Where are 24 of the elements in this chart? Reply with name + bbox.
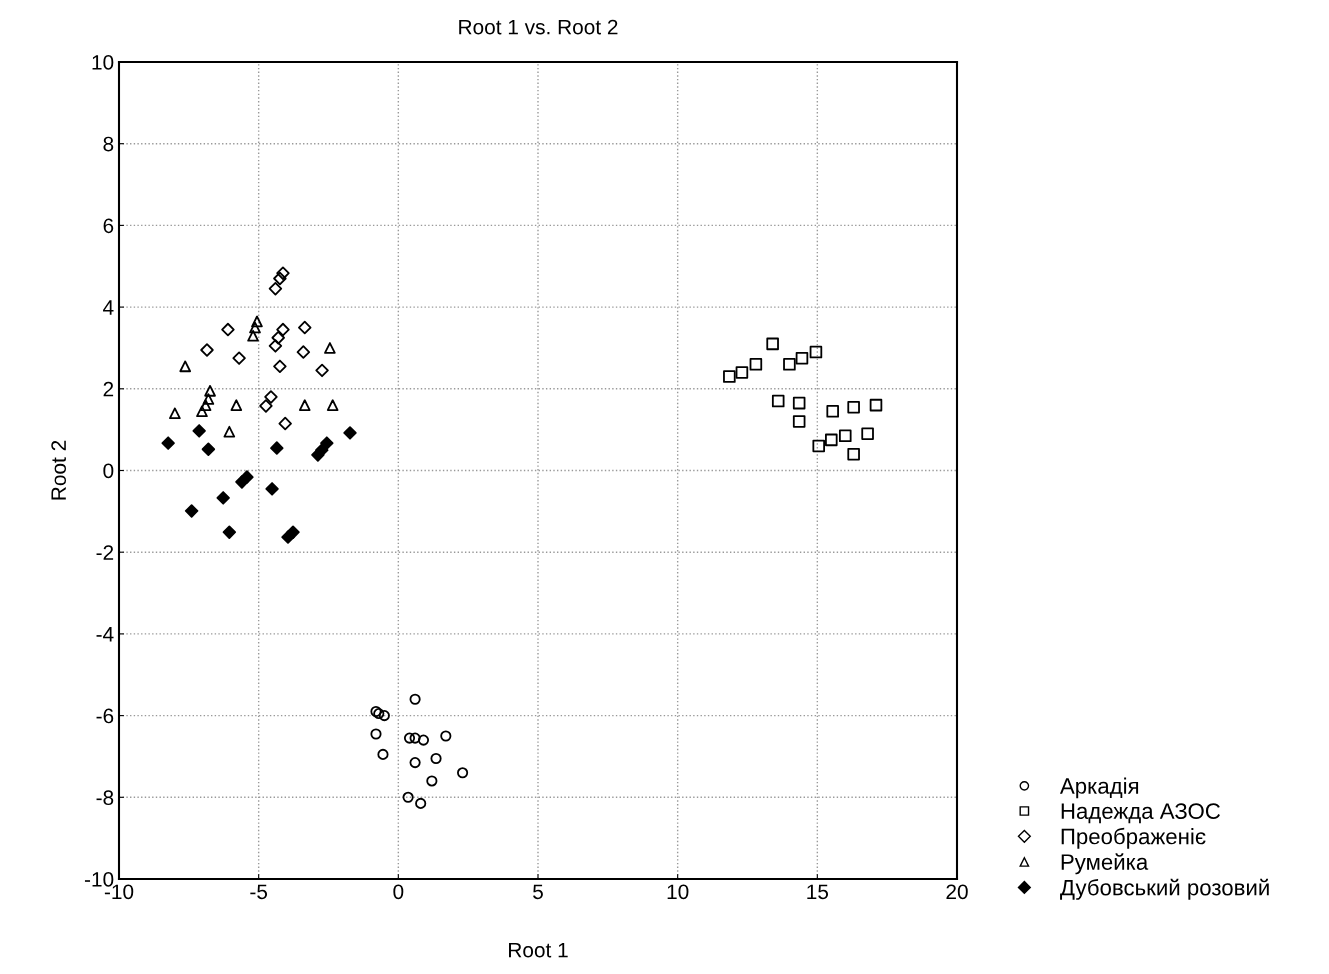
x-tick-label: 0 [393,884,404,900]
chart-title: Root 1 vs. Root 2 [459,19,618,35]
x-tick-label: 10 [667,884,689,900]
x-tick-label: -5 [250,884,268,900]
y-tick-label: 0 [103,463,114,479]
legend-label: Аркадія [1059,777,1139,799]
x-axis-title: Root 1 [509,942,568,958]
x-tick-label: 15 [807,884,829,900]
y-tick-label: -6 [96,708,114,724]
legend-label: Румейка [1061,853,1149,875]
legend-label: Надежда АЗОС [1061,803,1220,824]
y-tick-label: -2 [96,545,114,560]
x-tick-label: 5 [533,884,543,900]
y-tick-label: -4 [96,627,114,642]
legend-label: Дубовський розовий [1060,878,1269,900]
y-axis-title: Root 2 [51,440,67,500]
y-tick-label: 2 [103,381,114,397]
legend-label: Преображеніє [1061,827,1206,849]
y-tick-label: 6 [103,218,114,234]
y-tick-label: 10 [92,55,114,70]
x-tick-label: 20 [946,884,968,900]
y-tick-label: -8 [96,790,114,806]
y-tick-label: 8 [103,136,114,152]
y-tick-label: 4 [103,300,114,315]
